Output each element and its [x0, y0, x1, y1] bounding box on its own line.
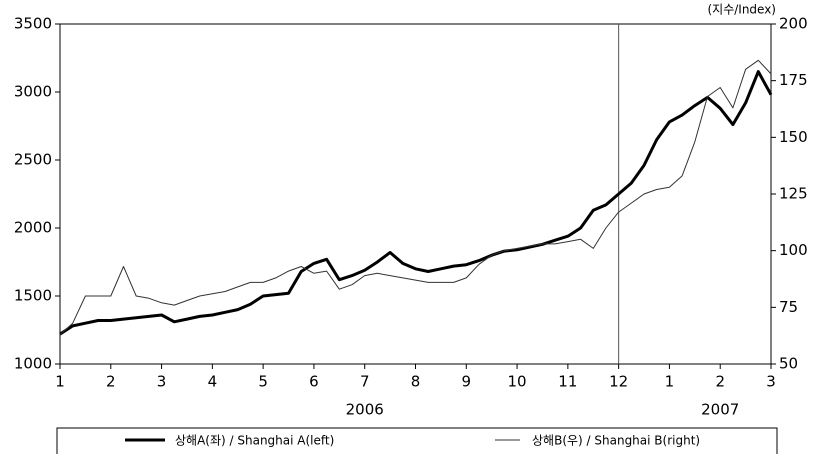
year-label: 2006 [346, 401, 384, 419]
x-tick-label: 3 [766, 373, 776, 391]
x-tick-label: 6 [309, 373, 319, 391]
y-tick-label: 2500 [14, 151, 52, 169]
legend-label: 상해A(좌) / Shanghai A(left) [175, 434, 334, 448]
x-tick-label: 10 [508, 373, 527, 391]
x-tick-label: 1 [665, 373, 675, 391]
x-tick-label: 8 [411, 373, 421, 391]
plot-frame [59, 23, 772, 365]
y2-tick-label: 50 [779, 355, 798, 373]
y-tick-label: 2000 [14, 219, 52, 237]
x-tick-label: 12 [609, 373, 628, 391]
year-label: 2007 [701, 401, 739, 419]
y-tick-label: 1500 [14, 287, 52, 305]
y-tick-label: 3000 [14, 83, 52, 101]
y2-tick-label: 125 [779, 185, 808, 203]
y-tick-label: 3500 [14, 15, 52, 33]
y-tick-label: 1000 [14, 355, 52, 373]
x-tick-label: 5 [258, 373, 268, 391]
x-tick-label: 9 [462, 373, 472, 391]
series-line [59, 70, 773, 336]
x-tick-label: 7 [360, 373, 370, 391]
y2-tick-label: 200 [779, 15, 808, 33]
y2-tick-label: 75 [779, 298, 798, 316]
x-tick-label: 1 [55, 373, 65, 391]
y2-tick-label: 175 [779, 71, 808, 89]
x-tick-label: 2 [715, 373, 725, 391]
y2-axis-label: (지수/Index) [707, 3, 776, 17]
x-tick-label: 3 [157, 373, 167, 391]
x-tick-label: 11 [558, 373, 577, 391]
series-line [59, 59, 772, 335]
y2-tick-label: 100 [779, 241, 808, 259]
legend-box [56, 427, 778, 458]
legend-label: 상해B(우) / Shanghai B(right) [532, 434, 700, 448]
x-tick-label: 4 [208, 373, 218, 391]
x-tick-label: 2 [106, 373, 116, 391]
y2-tick-label: 150 [779, 128, 808, 146]
